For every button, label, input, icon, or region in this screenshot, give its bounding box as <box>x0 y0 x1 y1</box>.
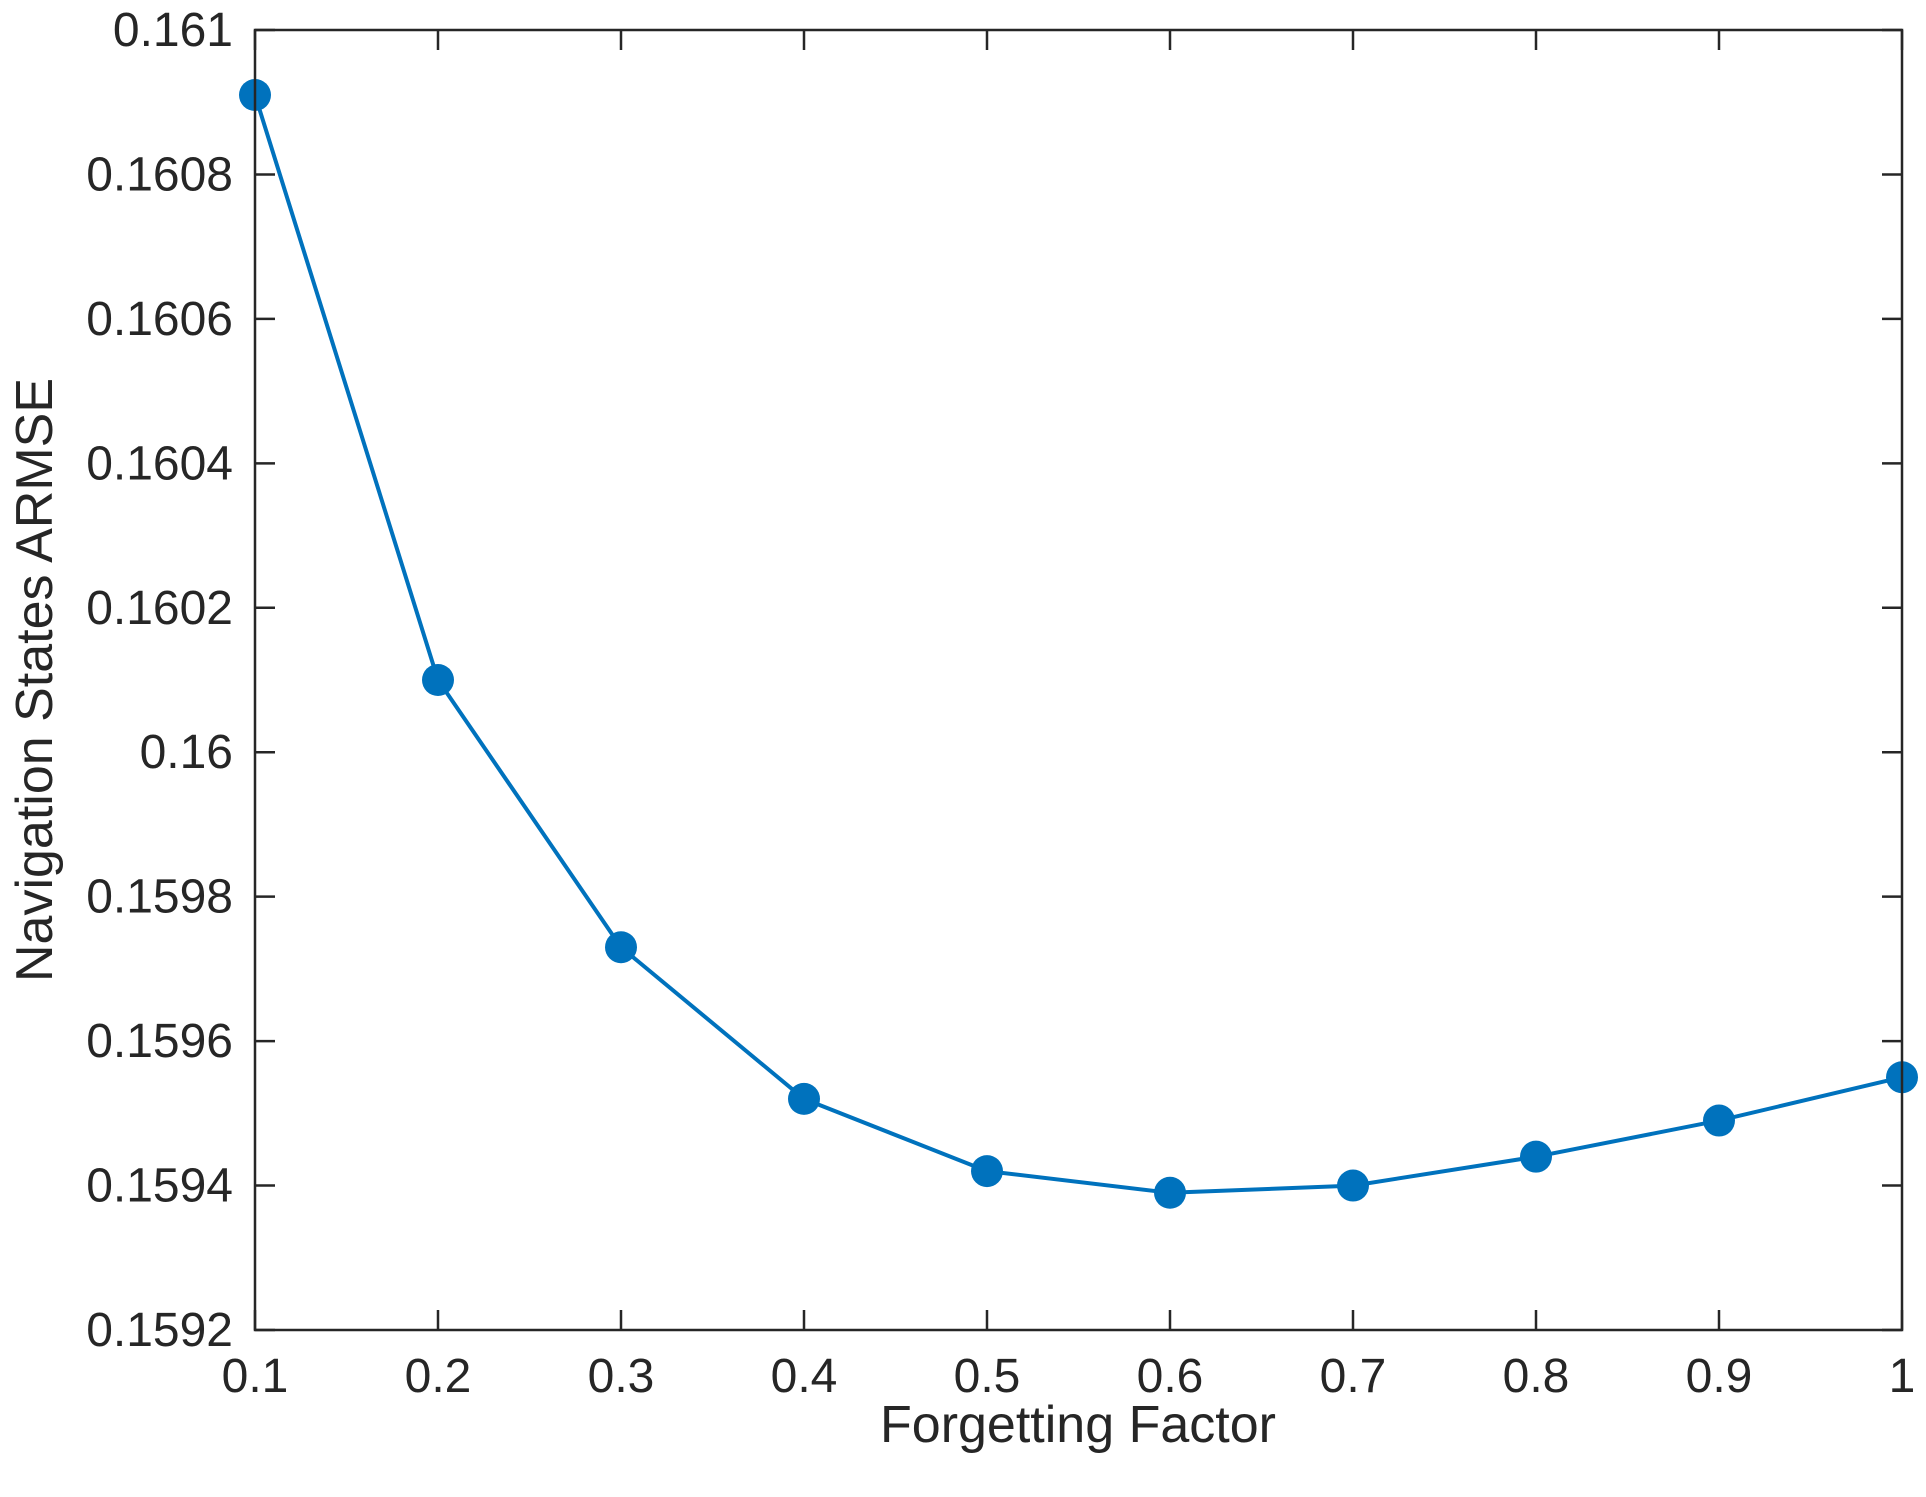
y-axis: 0.1592 0.1594 0.1596 0.1598 0.16 0.1602 0.1604… <box>86 4 1902 1357</box>
y-tick-label: 0.1608 <box>86 148 233 201</box>
x-axis: 0.1 0.2 0.3 0.4 0.5 0.6 0.7 0.8 0.9 1 <box>222 30 1916 1403</box>
x-tick-label: 0.3 <box>588 1350 655 1403</box>
y-tick-label: 0.1598 <box>86 871 233 924</box>
y-tick-label: 0.1606 <box>86 293 233 346</box>
x-tick-label: 1 <box>1889 1350 1916 1403</box>
plot-area-frame <box>253 28 1904 1332</box>
y-tick-label: 0.1596 <box>86 1015 233 1068</box>
y-tick-label: 0.1602 <box>86 582 233 635</box>
data-point <box>1337 1169 1369 1202</box>
data-point <box>788 1082 820 1115</box>
x-tick-label: 0.9 <box>1686 1350 1753 1403</box>
y-tick-label: 0.1604 <box>86 437 233 490</box>
data-point <box>1520 1140 1552 1173</box>
data-point <box>971 1155 1003 1188</box>
y-tick-label: 0.1594 <box>86 1160 233 1213</box>
data-point <box>605 931 637 964</box>
x-axis-label: Forgetting Factor <box>880 1396 1276 1454</box>
data-point <box>1703 1104 1735 1137</box>
y-tick-label: 0.161 <box>113 4 233 57</box>
y-axis-label: Navigation States ARMSE <box>6 378 64 982</box>
x-tick-label: 0.7 <box>1320 1350 1387 1403</box>
x-tick-label: 0.2 <box>405 1350 472 1403</box>
series-line <box>253 94 1903 1195</box>
y-tick-label: 0.1592 <box>86 1304 233 1357</box>
x-tick-label: 0.1 <box>222 1350 289 1403</box>
data-point <box>422 664 454 696</box>
data-point <box>1154 1176 1186 1209</box>
x-tick-label: 0.6 <box>1137 1350 1204 1403</box>
x-tick-label: 0.5 <box>954 1350 1021 1403</box>
x-tick-label: 0.8 <box>1503 1350 1570 1403</box>
series-layer <box>239 79 1918 1209</box>
y-tick-label: 0.16 <box>140 726 233 779</box>
x-tick-label: 0.4 <box>771 1350 838 1403</box>
